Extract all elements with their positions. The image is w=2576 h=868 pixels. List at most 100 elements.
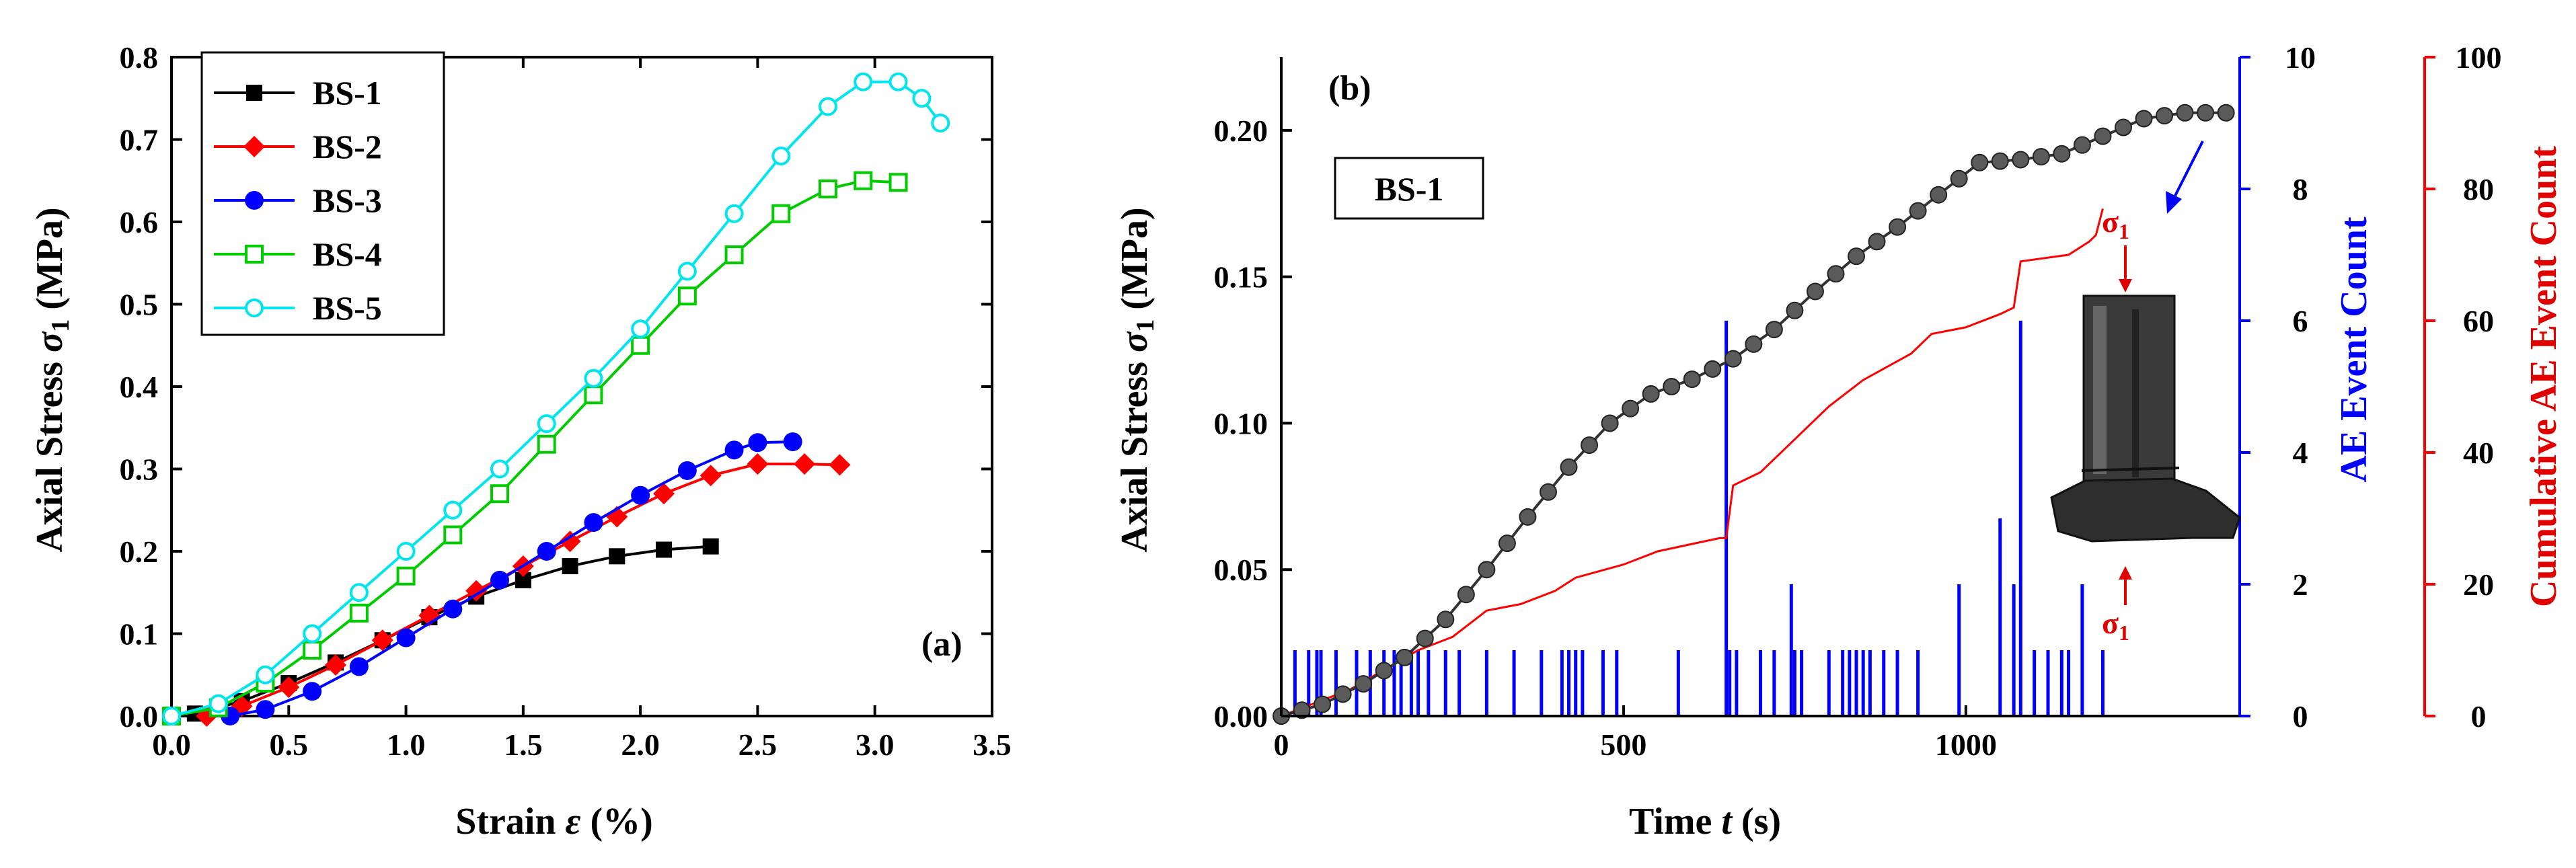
- legend-label: BS-4: [313, 235, 382, 273]
- legend-box: [200, 51, 445, 336]
- stress-marker: [1683, 370, 1701, 389]
- data-point: [653, 483, 675, 505]
- x-tick-label: 3.0: [856, 727, 895, 762]
- data-point: [584, 513, 603, 532]
- data-point: [537, 414, 556, 434]
- data-point: [349, 603, 369, 623]
- data-point: [702, 538, 719, 555]
- stress-marker: [1478, 561, 1496, 579]
- y-tick-label: 0.5: [120, 288, 159, 322]
- ae-tick-label: 8: [2293, 172, 2308, 206]
- panel-a-y-title: Axial Stress σ1 (MPa): [29, 207, 75, 552]
- stress-tick-label: 0.10: [1214, 406, 1268, 440]
- data-point: [631, 485, 650, 505]
- legend-label: BS-2: [313, 128, 382, 165]
- panel-b-stress-axis-title: Axial Stress σ1 (MPa): [1114, 207, 1160, 552]
- data-point: [278, 676, 300, 699]
- x-tick-label: 2.0: [621, 727, 660, 762]
- data-point: [819, 180, 837, 198]
- panel-b-stress-ticks: 0.00 0.05 0.10 0.15 0.20: [1214, 114, 1292, 734]
- svg-text:σ1: σ1: [2102, 204, 2129, 243]
- data-point: [562, 558, 578, 575]
- data-point: [443, 500, 463, 520]
- stress-marker: [1396, 648, 1414, 666]
- stress-marker: [1293, 701, 1311, 719]
- stress-marker: [1909, 202, 1927, 220]
- data-point: [888, 72, 908, 91]
- y-tick-label: 0.6: [120, 205, 159, 239]
- data-point: [771, 147, 791, 165]
- data-point: [854, 72, 873, 91]
- stress-marker: [1930, 186, 1948, 204]
- data-point: [748, 433, 767, 452]
- stress-marker: [1848, 247, 1865, 266]
- specimen-photo: [2050, 294, 2241, 543]
- sigma-bottom-annotation: σ1: [2102, 566, 2132, 645]
- data-point: [537, 542, 556, 561]
- stress-marker: [1581, 436, 1599, 455]
- data-point: [349, 583, 369, 602]
- y-tick-label: 0.2: [120, 535, 159, 569]
- panel-b-ae-ticks: 0 2 4 6 8 10: [2240, 40, 2316, 734]
- data-point: [854, 171, 873, 190]
- stress-marker: [1724, 350, 1742, 368]
- panel-a-series: [162, 72, 950, 727]
- cumulative-tick-label: 80: [2463, 172, 2494, 206]
- data-point: [396, 566, 416, 586]
- data-point: [209, 694, 228, 713]
- y-tick-label: 0.1: [120, 617, 159, 652]
- stress-marker: [2073, 136, 2091, 154]
- ae-tick-label: 4: [2293, 436, 2308, 470]
- stress-marker: [1806, 282, 1824, 301]
- stress-marker: [1786, 301, 1804, 319]
- data-point: [325, 654, 346, 676]
- panel-a-x-title: Strain ε (%): [455, 801, 653, 842]
- data-point: [724, 440, 744, 460]
- data-point: [819, 97, 837, 116]
- y-tick-label: 0.4: [120, 370, 159, 404]
- stress-tick-label: 0.20: [1214, 114, 1268, 148]
- legend-item: BS-2: [214, 128, 382, 165]
- stress-marker: [1437, 610, 1455, 629]
- ae-tick-label: 2: [2293, 567, 2308, 602]
- panel-a-legend: BS-1 BS-2 BS-3 BS-4 BS-5: [200, 51, 445, 336]
- data-point: [724, 204, 744, 223]
- panel-a-x-ticks: 0.0 0.5 1.0 1.5 2.0 2.5 3.0 3.5: [152, 57, 1012, 762]
- stress-marker: [2176, 104, 2194, 122]
- stress-marker: [2156, 107, 2174, 125]
- data-point: [490, 459, 509, 479]
- data-point: [443, 525, 463, 545]
- panel-a-label: (a): [921, 625, 962, 664]
- x-tick-label: 500: [1600, 727, 1646, 762]
- data-point: [256, 665, 275, 684]
- stress-marker: [2012, 151, 2030, 169]
- cumulative-tick-label: 60: [2463, 304, 2494, 338]
- sigma-top-annotation: σ1: [2102, 204, 2132, 292]
- x-tick-label: 0.0: [152, 727, 191, 762]
- stress-marker: [1950, 169, 1968, 188]
- curve-pointer-arrow: [2166, 141, 2204, 214]
- data-point: [559, 530, 581, 553]
- series-bs-3: [221, 432, 802, 725]
- data-point: [465, 580, 488, 602]
- panel-b-stress-markers: [1273, 104, 2235, 725]
- data-point: [256, 700, 275, 719]
- legend-item: BS-4: [214, 235, 382, 273]
- data-point: [677, 461, 697, 480]
- data-point: [656, 541, 672, 558]
- stress-marker: [1601, 414, 1619, 432]
- ae-tick-label: 10: [2285, 40, 2316, 75]
- data-point: [584, 368, 603, 388]
- x-tick-label: 1.0: [387, 727, 426, 762]
- stress-marker: [1663, 378, 1681, 395]
- data-point: [631, 319, 650, 339]
- ae-tick-label: 0: [2293, 699, 2308, 734]
- cumulative-tick-label: 40: [2463, 436, 2494, 470]
- stress-marker: [1355, 675, 1373, 693]
- x-tick-label: 2.5: [738, 727, 778, 762]
- y-tick-label: 0.8: [120, 40, 159, 75]
- data-point: [783, 432, 802, 452]
- stress-marker: [1991, 152, 2009, 170]
- cumulative-tick-label: 0: [2471, 699, 2487, 734]
